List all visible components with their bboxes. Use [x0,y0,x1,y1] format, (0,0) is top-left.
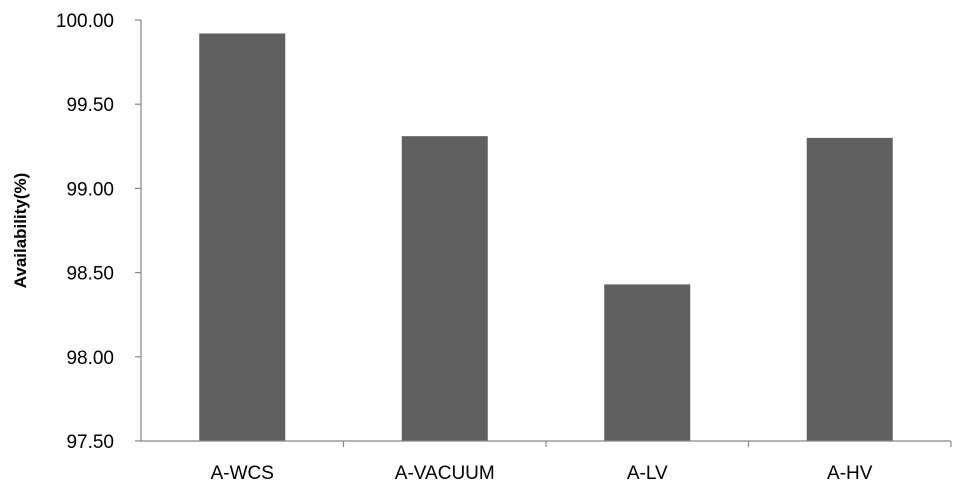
y-tick-label: 97.50 [66,432,114,453]
y-tick-label: 99.00 [66,179,114,200]
y-tick-label: 100.00 [56,11,114,32]
x-tick-label: A-WCS [211,463,274,484]
y-tick-label: 99.50 [66,95,114,116]
y-axis-ticks: 97.50 98.00 98.50 99.00 99.50 100.00 [56,11,141,453]
bar-a-hv [806,137,893,441]
x-tick-label: A-HV [827,463,873,484]
bar-a-wcs [199,33,286,442]
y-axis-title: Availability(%) [11,173,30,289]
bars [199,33,893,442]
bar-a-lv [604,284,691,441]
y-tick-label: 98.50 [66,264,114,285]
x-tick-label: A-VACUUM [395,463,495,484]
bar-a-vacuum [401,136,488,442]
x-axis-ticks: A-WCS A-VACUUM A-LV A-HV [211,441,952,484]
y-tick-label: 98.00 [66,348,114,369]
x-tick-label: A-LV [627,463,668,484]
